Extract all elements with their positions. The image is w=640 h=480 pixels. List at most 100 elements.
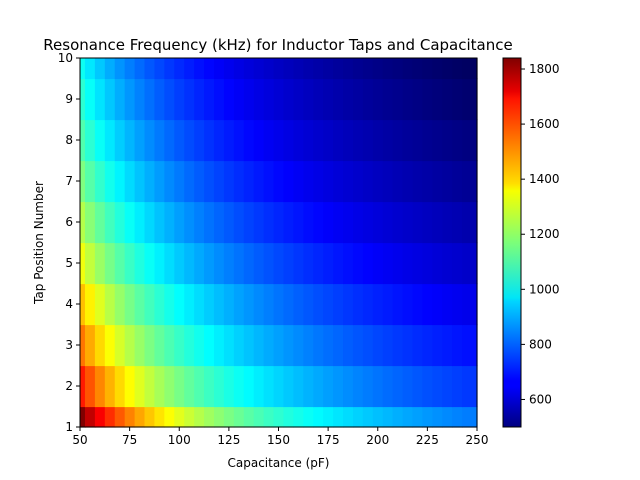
heatmap-cell bbox=[273, 78, 285, 121]
heatmap-cell bbox=[412, 406, 424, 428]
heatmap-cell bbox=[402, 406, 414, 428]
heatmap-cell bbox=[412, 160, 424, 203]
heatmap-cell bbox=[442, 365, 453, 408]
heatmap-cell bbox=[323, 242, 334, 285]
heatmap-cell bbox=[223, 78, 235, 121]
y-axis-label: Tap Position Number bbox=[32, 181, 46, 305]
heatmap-cell bbox=[223, 242, 235, 285]
heatmap-cell bbox=[94, 160, 106, 203]
heatmap-cell bbox=[313, 365, 324, 408]
heatmap-cell bbox=[362, 242, 374, 285]
heatmap-cell bbox=[392, 78, 404, 121]
heatmap-cell bbox=[174, 160, 185, 203]
heatmap-cell bbox=[283, 324, 294, 367]
heatmap-cell bbox=[442, 406, 453, 428]
heatmap-cell bbox=[343, 58, 354, 80]
heatmap-cell bbox=[114, 242, 126, 285]
heatmap-cell bbox=[223, 406, 235, 428]
heatmap-cell bbox=[194, 324, 205, 367]
heatmap-cell bbox=[184, 324, 195, 367]
heatmap-cell bbox=[243, 324, 255, 367]
heatmap-cell bbox=[303, 78, 314, 121]
heatmap-cell bbox=[233, 242, 245, 285]
heatmap-cell bbox=[223, 201, 235, 244]
heatmap-cell bbox=[204, 119, 215, 162]
heatmap-cell bbox=[194, 160, 205, 203]
heatmap-cell bbox=[94, 365, 106, 408]
heatmap-cell bbox=[104, 78, 116, 121]
heatmap-cell bbox=[94, 78, 106, 121]
heatmap-cell bbox=[84, 160, 96, 203]
heatmap-cell bbox=[293, 283, 304, 326]
heatmap-cell bbox=[452, 201, 463, 244]
heatmap-cell bbox=[323, 201, 334, 244]
heatmap-cell bbox=[104, 160, 116, 203]
heatmap-cell bbox=[134, 406, 146, 428]
heatmap-cell bbox=[303, 324, 314, 367]
heatmap-cell bbox=[144, 78, 156, 121]
heatmap-cell bbox=[382, 242, 394, 285]
heatmap-cell bbox=[204, 406, 215, 428]
heatmap-cell bbox=[412, 78, 424, 121]
heatmap-cell bbox=[452, 283, 463, 326]
heatmap-cell bbox=[114, 160, 126, 203]
heatmap-cell bbox=[462, 58, 478, 80]
heatmap-cell bbox=[333, 242, 344, 285]
heatmap-cell bbox=[392, 58, 404, 80]
heatmap-cell bbox=[263, 201, 275, 244]
heatmap-cell bbox=[134, 160, 146, 203]
heatmap-cell bbox=[283, 58, 294, 80]
heatmap-cell bbox=[283, 283, 294, 326]
heatmap-cell bbox=[372, 78, 384, 121]
heatmap-cell bbox=[134, 242, 146, 285]
heatmap-cell bbox=[194, 78, 205, 121]
heatmap-cell bbox=[462, 242, 478, 285]
heatmap-cell bbox=[174, 58, 185, 80]
heatmap-cell bbox=[80, 119, 86, 162]
heatmap-cell bbox=[263, 283, 275, 326]
heatmap-cell bbox=[243, 201, 255, 244]
heatmap-cell bbox=[303, 201, 314, 244]
heatmap-cell bbox=[442, 78, 453, 121]
heatmap-cell bbox=[442, 58, 453, 80]
heatmap-cell bbox=[124, 406, 136, 428]
heatmap-cell bbox=[442, 324, 453, 367]
heatmap-cell bbox=[313, 242, 324, 285]
heatmap-cell bbox=[164, 242, 175, 285]
heatmap-cell bbox=[283, 78, 294, 121]
heatmap-cell bbox=[273, 242, 285, 285]
heatmap-cell bbox=[422, 78, 433, 121]
heatmap-cell bbox=[352, 160, 364, 203]
heatmap-cell bbox=[392, 365, 404, 408]
heatmap-cell bbox=[402, 78, 414, 121]
heatmap-cell bbox=[432, 119, 443, 162]
heatmap-cell bbox=[94, 58, 106, 80]
x-tick-label: 50 bbox=[72, 433, 87, 447]
heatmap-cell bbox=[94, 406, 106, 428]
heatmap-cell bbox=[362, 283, 374, 326]
heatmap-cell bbox=[343, 119, 354, 162]
heatmap-cell bbox=[333, 58, 344, 80]
heatmap-cell bbox=[402, 201, 414, 244]
heatmap-cell bbox=[313, 324, 324, 367]
heatmap-cell bbox=[124, 324, 136, 367]
heatmap-cell bbox=[134, 201, 146, 244]
heatmap-cell bbox=[213, 365, 225, 408]
heatmap-cell bbox=[362, 58, 374, 80]
heatmap-cell bbox=[323, 160, 334, 203]
heatmap-cell bbox=[184, 242, 195, 285]
heatmap-cell bbox=[323, 324, 334, 367]
heatmap-cell bbox=[323, 406, 334, 428]
heatmap-cell bbox=[223, 160, 235, 203]
heatmap-cell bbox=[273, 365, 285, 408]
heatmap-cell bbox=[283, 119, 294, 162]
heatmap-cell bbox=[452, 324, 463, 367]
heatmap-cell bbox=[462, 160, 478, 203]
heatmap-cell bbox=[313, 201, 324, 244]
heatmap-cell bbox=[362, 119, 374, 162]
heatmap-cell bbox=[134, 324, 146, 367]
heatmap-cell bbox=[422, 283, 433, 326]
heatmap-cell bbox=[293, 78, 304, 121]
heatmap-cell bbox=[313, 406, 324, 428]
heatmap-cell bbox=[194, 365, 205, 408]
